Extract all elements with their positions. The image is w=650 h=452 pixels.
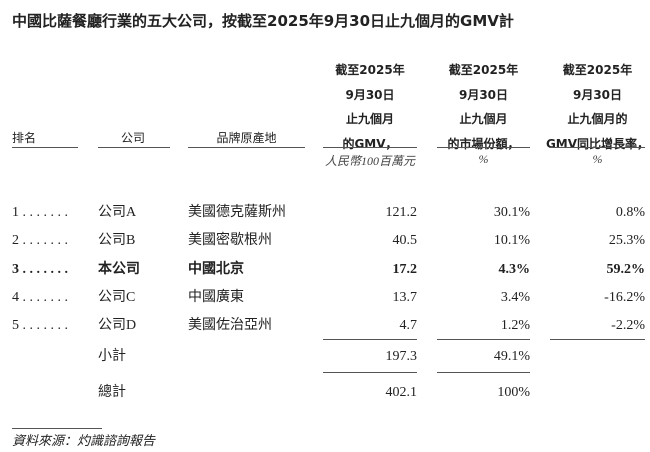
subtotal-rule <box>437 339 530 340</box>
row-origin: 中國北京 <box>188 261 244 277</box>
row-rank: 1 . . . . . . . <box>12 205 68 220</box>
unit-growth: % <box>592 152 603 166</box>
row-growth: 0.8% <box>615 205 645 220</box>
row-origin: 中國廣東 <box>188 289 244 305</box>
header-line: 9月30日 <box>572 87 623 102</box>
subtotal-label: 小計 <box>98 349 126 364</box>
row-rank: 5 . . . . . . . <box>12 318 68 334</box>
row-origin: 美國佐治亞州 <box>188 318 272 334</box>
header-line: 截至2025年 <box>448 63 519 77</box>
source-note: 資料來源：灼識諮詢報告 <box>12 433 156 448</box>
header-line: 截至2025年 <box>562 63 633 77</box>
footnote-rule <box>12 428 102 429</box>
row-rank: 4 . . . . . . . <box>12 289 68 305</box>
unit-share: % <box>478 152 489 166</box>
row-growth: -16.2% <box>604 289 645 305</box>
header-growth: 截至2025年 9月30日 止九個月的 GMV同比增長率， <box>545 58 650 156</box>
header-rule <box>188 147 305 148</box>
header-share: 截至2025年 9月30日 止九個月 的市場份額， <box>437 58 530 156</box>
header-rule <box>437 147 530 148</box>
unit-gmv: 人民幣100百萬元 <box>324 154 415 168</box>
row-share: 3.4% <box>500 289 530 305</box>
row-rank: 2 . . . . . . . <box>12 233 68 249</box>
row-company: 本公司 <box>98 261 140 277</box>
row-share: 30.1% <box>493 205 530 220</box>
subtotal-gmv: 197.3 <box>385 349 418 364</box>
total-gmv: 402.1 <box>385 385 418 400</box>
total-rule <box>437 372 530 373</box>
header-rank: 排名 <box>12 131 37 145</box>
header-rule <box>98 147 170 148</box>
row-growth: -2.2% <box>611 318 645 334</box>
row-origin: 美國德克薩斯州 <box>188 205 286 220</box>
header-line: 止九個月 <box>345 112 394 126</box>
row-share: 4.3% <box>498 261 531 277</box>
header-rule <box>550 147 645 148</box>
total-share: 100% <box>497 385 530 400</box>
header-line: 止九個月 <box>459 112 508 126</box>
row-company: 公司B <box>98 233 136 249</box>
row-company: 公司C <box>98 289 136 305</box>
row-gmv: 40.5 <box>392 233 418 249</box>
row-growth: 25.3% <box>608 233 645 249</box>
header-line: 9月30日 <box>458 87 509 102</box>
total-rule <box>323 372 417 373</box>
header-company: 公司 <box>120 131 145 145</box>
header-line: 截至2025年 <box>335 63 405 77</box>
row-gmv: 121.2 <box>385 205 418 220</box>
header-rule <box>12 147 78 148</box>
header-gmv: 截至2025年 9月30日 止九個月 的GMV， <box>323 58 417 156</box>
row-rank: 3 . . . . . . . <box>12 261 68 277</box>
row-growth: 59.2% <box>606 261 646 277</box>
subtotal-rule <box>550 339 645 340</box>
header-line: 9月30日 <box>345 87 395 102</box>
table-title: 中國比薩餐廳行業的五大公司，按截至2025年9月30日止九個月的GMV計 <box>12 12 514 30</box>
total-label: 總計 <box>98 385 126 400</box>
row-company: 公司D <box>98 318 137 334</box>
row-gmv: 4.7 <box>399 318 418 334</box>
row-share: 10.1% <box>493 233 530 249</box>
row-gmv: 17.2 <box>392 261 418 277</box>
header-line: 止九個月的 <box>567 112 628 126</box>
row-origin: 美國密歇根州 <box>188 233 272 249</box>
header-rule <box>323 147 417 148</box>
header-origin: 品牌原產地 <box>216 131 277 145</box>
row-company: 公司A <box>98 205 137 220</box>
subtotal-share: 49.1% <box>493 349 530 364</box>
row-gmv: 13.7 <box>392 289 418 305</box>
subtotal-rule <box>323 339 417 340</box>
row-share: 1.2% <box>500 318 530 334</box>
